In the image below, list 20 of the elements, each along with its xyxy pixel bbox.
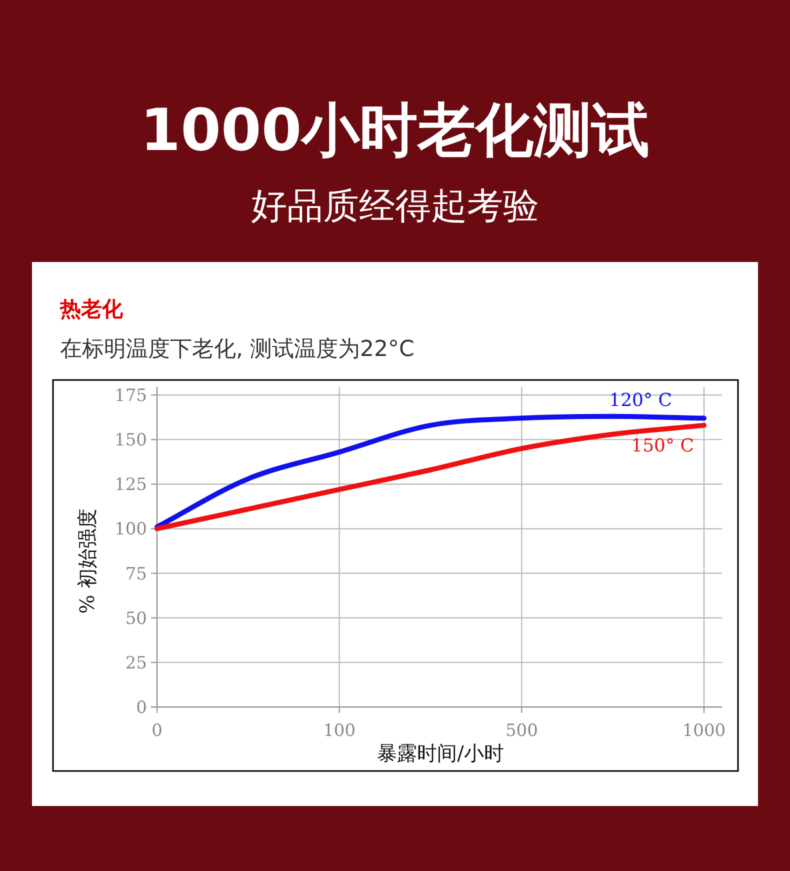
y-tick-label: 50 (125, 608, 147, 629)
chart-title: 1000小时老化测试 (140, 96, 650, 164)
chart-subtitle: 好品质经得起考验 (251, 186, 539, 227)
x-tick-label: 100 (323, 721, 356, 741)
series-label: 150° C (631, 435, 694, 456)
y-tick-label: 175 (114, 386, 147, 406)
y-axis-title: % 初始强度 (75, 508, 99, 614)
y-tick-label: 25 (125, 653, 147, 674)
series-label: 120° C (609, 390, 672, 412)
x-axis-title: 暴露时间/小时 (377, 741, 504, 765)
x-tick-label: 500 (505, 721, 538, 741)
x-tick-label: 0 (152, 721, 162, 741)
y-tick-label: 125 (114, 475, 147, 496)
y-tick-label: 0 (136, 698, 147, 718)
y-tick-label: 100 (114, 520, 147, 540)
text: 在标明温度下老化, 测试温度为22°C (60, 337, 414, 362)
y-tick-label: 75 (125, 564, 147, 584)
x-tick-label: 1000 (682, 721, 726, 741)
text: 热老化 (59, 297, 124, 321)
y-tick-label: 150 (114, 430, 147, 451)
